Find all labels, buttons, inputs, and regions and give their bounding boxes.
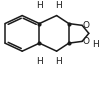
Text: O: O [83,37,90,46]
Text: H: H [56,1,62,10]
Text: H: H [92,40,99,49]
Text: H: H [36,1,43,10]
Text: H: H [36,57,43,65]
Text: H: H [56,57,62,65]
Text: O: O [83,21,90,30]
